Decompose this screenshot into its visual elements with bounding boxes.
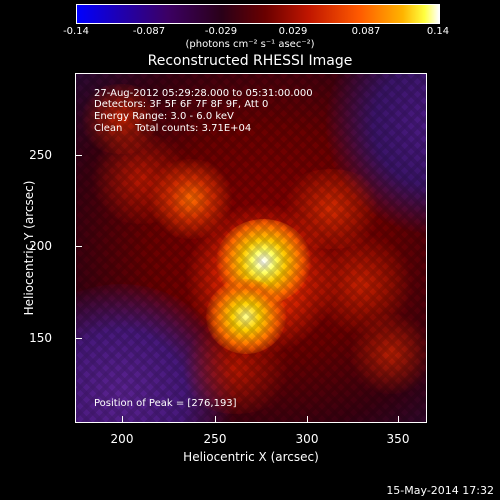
x-tick-mark — [122, 416, 123, 423]
y-tick-mark — [75, 338, 82, 339]
x-tick-label: 200 — [110, 432, 134, 446]
x-axis-label: Heliocentric X (arcsec) — [183, 450, 319, 464]
colorbar-tick: -0.14 — [63, 26, 89, 37]
energy-range-text: Energy Range: 3.0 - 6.0 keV — [94, 111, 234, 122]
detectors-text: Detectors: 3F 5F 6F 7F 8F 9F, Att 0 — [94, 99, 269, 110]
y-tick-label: 200 — [29, 239, 52, 253]
y-axis-label: Heliocentric Y (arcsec) — [22, 180, 36, 316]
rhessi-image — [75, 73, 427, 423]
y-tick-mark — [75, 246, 82, 247]
colorbar-units: (photons cm⁻² s⁻¹ asec⁻²) — [185, 39, 315, 50]
timestamp: 15-May-2014 17:32 — [386, 484, 494, 497]
colorbar — [76, 4, 440, 24]
time-range-text: 27-Aug-2012 05:29:28.000 to 05:31:00.000 — [94, 88, 313, 99]
clean-counts-text: Clean Total counts: 3.71E+04 — [94, 123, 252, 134]
peak-position-text: Position of Peak = [276,193] — [94, 398, 237, 409]
image-texture — [76, 74, 426, 422]
secondary-source — [206, 279, 286, 354]
x-tick-label: 350 — [386, 432, 410, 446]
x-tick-label: 300 — [295, 432, 319, 446]
emission-patch — [346, 314, 426, 394]
colorbar-tick: -0.087 — [132, 26, 166, 37]
x-tick-mark — [398, 416, 399, 423]
x-tick-mark — [307, 416, 308, 423]
x-tick-mark — [215, 416, 216, 423]
x-tick-label: 250 — [203, 432, 227, 446]
y-tick-label: 150 — [29, 331, 52, 345]
colorbar-tick: 0.14 — [426, 26, 450, 37]
plot-title: Reconstructed RHESSI Image — [147, 53, 353, 69]
colorbar-tick: 0.087 — [351, 26, 381, 37]
colorbar-tick: 0.029 — [278, 26, 308, 37]
colorbar-tick: -0.029 — [204, 26, 238, 37]
y-tick-mark — [75, 155, 82, 156]
y-tick-label: 250 — [29, 148, 52, 162]
